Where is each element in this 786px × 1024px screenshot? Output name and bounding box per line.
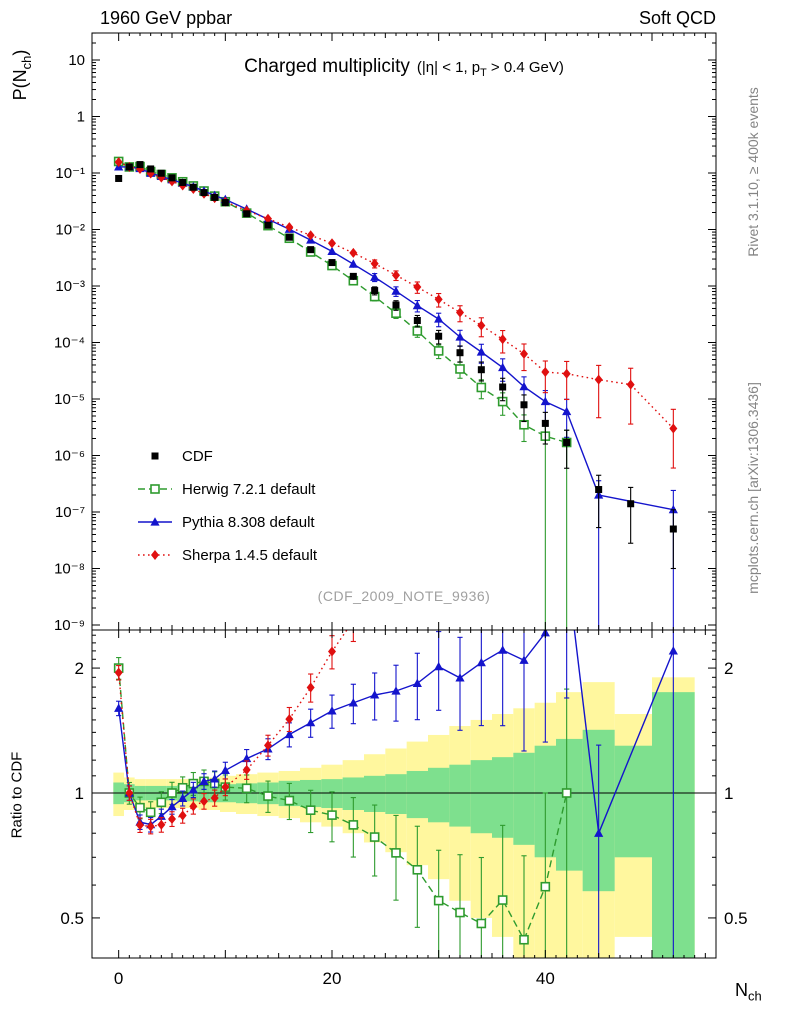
ytick-label-top: 10⁻¹ (55, 165, 85, 182)
ytick-label-top: 10⁻⁹ (54, 617, 85, 634)
legend-label: Herwig 7.2.1 default (182, 481, 316, 498)
ytick-label-ratio-left: 0.5 (60, 909, 84, 928)
y-axis-label-top: P(Nch) (10, 49, 34, 101)
legend-label: Pythia 8.308 default (182, 514, 315, 531)
legend-label: Sherpa 1.4.5 default (182, 547, 318, 564)
green-band-bin (556, 738, 583, 871)
mcplots-arxiv-note: mcplots.cern.ch [arXiv:1306.3436] (745, 382, 761, 594)
series-square (115, 161, 677, 570)
ratio-series-diamond (114, 630, 356, 835)
green-band-bin (385, 774, 407, 815)
beam-energy-label: 1960 GeV ppbar (100, 8, 233, 28)
ytick-label-top: 10⁻⁷ (55, 504, 85, 521)
ratio-panel-frame (91, 629, 717, 959)
green-band-bin (492, 757, 514, 838)
green-band-bin (449, 764, 471, 827)
green-band-bin (470, 760, 492, 834)
ytick-label-top: 10⁻² (55, 222, 85, 239)
process-group-label: Soft QCD (638, 8, 716, 28)
axes: 0 20 40 10 1 10⁻¹ 10⁻² 10⁻³ 10⁻⁴ 10⁻⁵ 10⁻⁶ 10⁻⁷ 10⁻⁸… (54, 32, 748, 988)
ytick-label-top: 10⁻⁶ (54, 448, 85, 465)
ratio-series-open-square (113, 657, 572, 958)
legend-label: CDF (182, 448, 213, 465)
x-tick-label: 20 (323, 969, 342, 988)
ytick-label-ratio-left: 1 (75, 784, 84, 803)
ytick-label-top: 10 (68, 52, 85, 69)
green-band-bin (364, 775, 386, 812)
plot-title-cuts: (|η| < 1, pT > 0.4 GeV) (416, 59, 564, 79)
uncertainty-bands (92, 677, 716, 958)
ytick-label-top: 10⁻⁵ (54, 391, 85, 408)
top-panel-series (113, 156, 678, 630)
green-band-bin (406, 770, 428, 819)
ytick-label-top: 10⁻³ (55, 278, 85, 295)
ytick-label-top: 1 (77, 109, 85, 126)
green-band-bin (513, 752, 535, 845)
green-band-bin (342, 777, 364, 810)
green-band-bin (428, 767, 450, 823)
x-tick-label: 40 (536, 969, 555, 988)
ratio-panel-series (113, 630, 678, 958)
ytick-label-ratio-left: 2 (75, 659, 84, 678)
ytick-label-top: 10⁻⁸ (54, 561, 85, 578)
green-band-bin (614, 745, 652, 858)
x-tick-label: 0 (114, 969, 123, 988)
y-axis-label-ratio: Ratio to CDF (8, 751, 26, 839)
rivet-version-note: Rivet 3.1.10, ≥ 400k events (745, 87, 761, 257)
analysis-watermark: (CDF_2009_NOTE_9936) (317, 588, 491, 604)
x-axis-label: Nch (735, 980, 762, 1004)
ytick-label-ratio-right: 2 (724, 659, 733, 678)
plot-title-main: Charged multiplicity (244, 56, 410, 77)
ytick-label-ratio-right: 1 (724, 784, 733, 803)
ytick-label-top: 10⁻⁴ (54, 335, 85, 352)
top-panel-frame (91, 32, 717, 631)
ytick-label-ratio-right: 0.5 (724, 909, 748, 928)
plot-title: Charged multiplicity (|η| < 1, pT > 0.4 G… (244, 56, 564, 79)
legend: CDF Herwig 7.2.1 default Pythia 8.308 defa… (138, 448, 318, 564)
